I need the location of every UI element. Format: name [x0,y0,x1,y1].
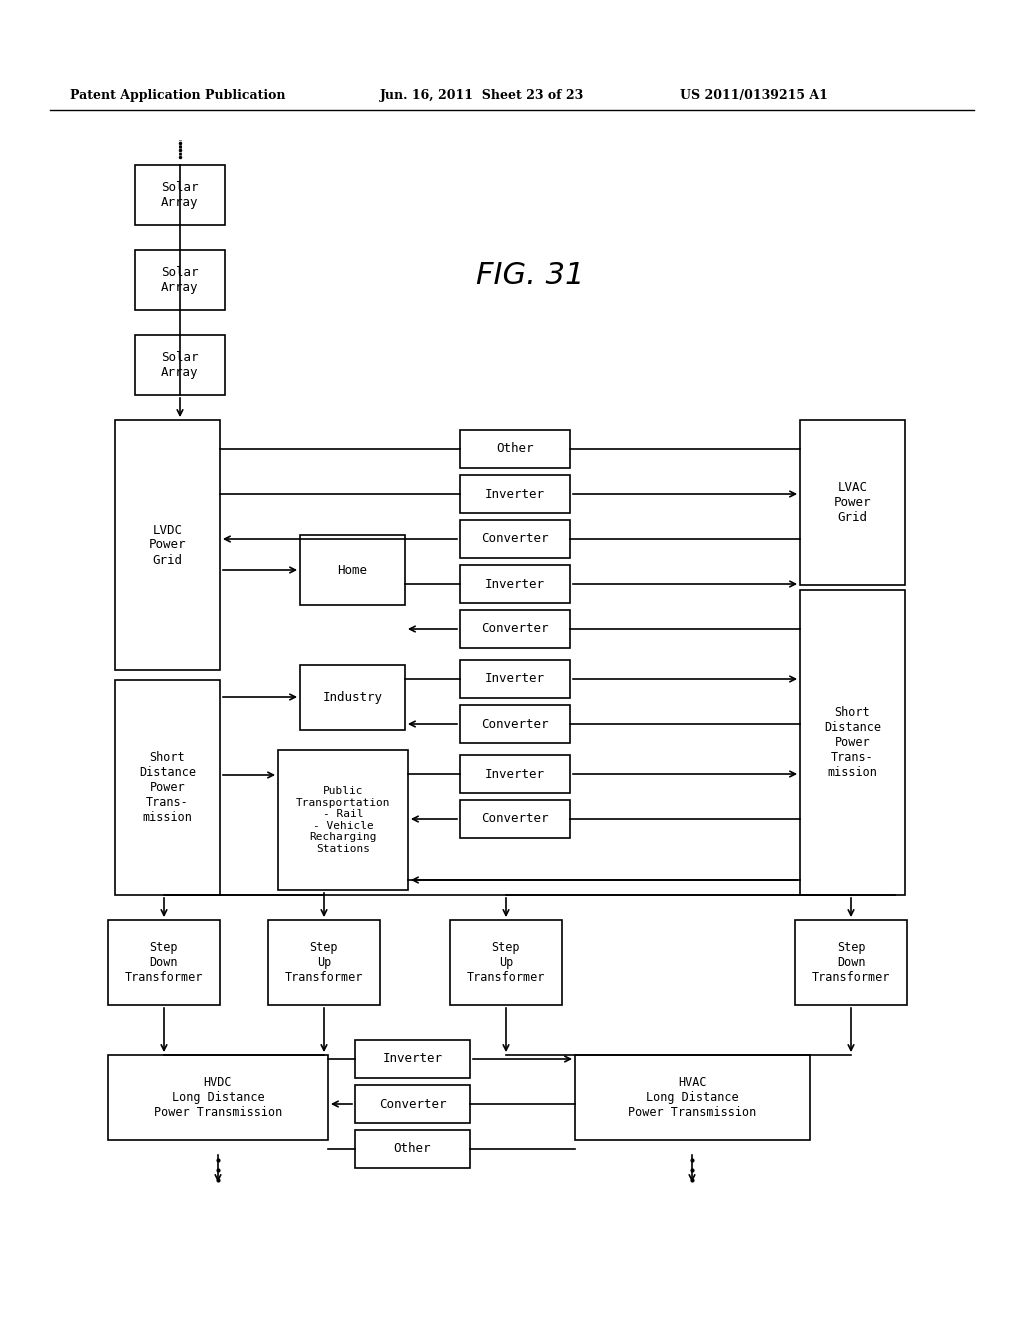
Text: US 2011/0139215 A1: US 2011/0139215 A1 [680,88,827,102]
Text: Step
Up
Transformer: Step Up Transformer [285,941,364,983]
Bar [115,420,220,671]
Bar [450,920,562,1005]
Bar [460,800,570,838]
Text: Step
Down
Transformer: Step Down Transformer [812,941,890,983]
Text: LVDC
Power
Grid: LVDC Power Grid [148,524,186,566]
Bar [300,665,406,730]
Bar [575,1055,810,1140]
Text: HVAC
Long Distance
Power Transmission: HVAC Long Distance Power Transmission [629,1076,757,1119]
Text: Converter: Converter [481,623,549,635]
Bar [135,249,225,310]
Text: Converter: Converter [481,532,549,545]
Bar [115,680,220,895]
Bar [355,1130,470,1168]
Bar [800,420,905,585]
Text: Step
Down
Transformer: Step Down Transformer [125,941,203,983]
Text: Step
Up
Transformer: Step Up Transformer [467,941,545,983]
Text: Home: Home [338,564,368,577]
Text: Industry: Industry [323,690,383,704]
Text: Solar
Array: Solar Array [161,351,199,379]
Text: Short
Distance
Power
Trans-
mission: Short Distance Power Trans- mission [824,706,881,779]
Text: Public
Transportation
- Rail
- Vehicle
Recharging
Stations: Public Transportation - Rail - Vehicle R… [296,785,390,854]
Bar [135,335,225,395]
Bar [460,610,570,648]
Bar [300,535,406,605]
Text: Inverter: Inverter [485,767,545,780]
Bar [795,920,907,1005]
Text: HVDC
Long Distance
Power Transmission: HVDC Long Distance Power Transmission [154,1076,283,1119]
Text: Other: Other [497,442,534,455]
Text: Inverter: Inverter [485,487,545,500]
Bar [460,475,570,513]
Text: Solar
Array: Solar Array [161,267,199,294]
Bar [460,565,570,603]
Bar [460,520,570,558]
Bar [460,430,570,469]
Text: Converter: Converter [481,718,549,730]
Text: Short
Distance
Power
Trans-
mission: Short Distance Power Trans- mission [139,751,196,824]
Bar [108,1055,328,1140]
Text: FIG. 31: FIG. 31 [476,260,584,289]
Bar [800,590,905,895]
Text: Converter: Converter [379,1097,446,1110]
Bar [268,920,380,1005]
Bar [460,660,570,698]
Text: Jun. 16, 2011  Sheet 23 of 23: Jun. 16, 2011 Sheet 23 of 23 [380,88,585,102]
Text: LVAC
Power
Grid: LVAC Power Grid [834,480,871,524]
Bar [355,1040,470,1078]
Text: Solar
Array: Solar Array [161,181,199,209]
Bar [278,750,408,890]
Bar [460,755,570,793]
Bar [108,920,220,1005]
Bar [460,705,570,743]
Bar [355,1085,470,1123]
Text: Patent Application Publication: Patent Application Publication [70,88,286,102]
Text: Converter: Converter [481,813,549,825]
Text: Inverter: Inverter [485,578,545,590]
Text: Inverter: Inverter [383,1052,442,1065]
Text: Inverter: Inverter [485,672,545,685]
Text: Other: Other [394,1143,431,1155]
Bar [135,165,225,224]
